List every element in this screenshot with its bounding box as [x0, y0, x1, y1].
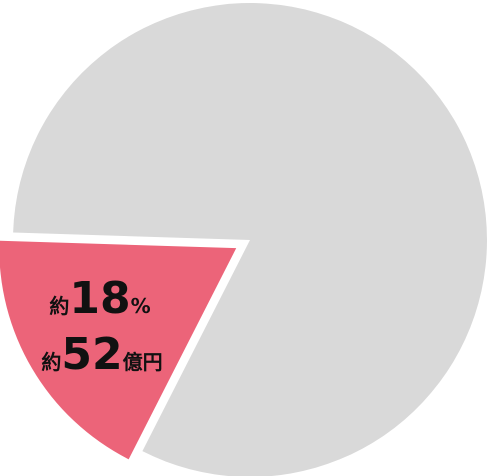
- pie-slice: [0, 240, 237, 460]
- pie-slice: [13, 3, 487, 476]
- data-label: 約52億円: [41, 329, 162, 380]
- data-label: 約18%: [49, 273, 150, 324]
